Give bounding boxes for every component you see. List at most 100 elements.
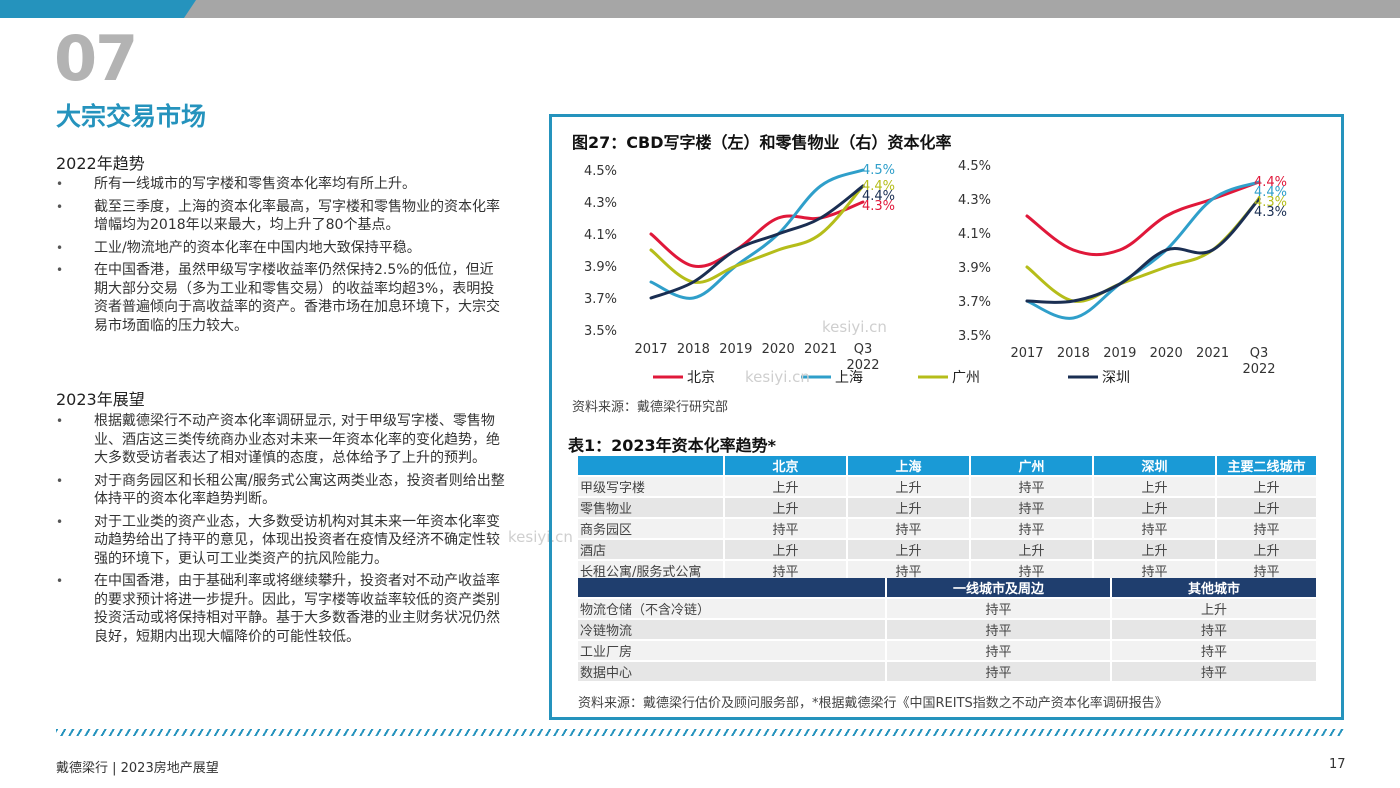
watermark: kesiyi.cn [822,318,887,336]
table-header-cell: 上海 [846,456,970,476]
table-cell: 冷链物流 [578,618,886,640]
table-cell: 持平 [969,559,1093,580]
y-tick-label: 3.9% [958,261,991,276]
table-row: 物流仓储（不含冷链） 持平 上升 [578,597,1316,619]
x-tick-label: 2021 [1196,346,1229,361]
trend-bullet-list: 所有一线城市的写字楼和零售资本化率均有所上升。截至三季度，上海的资本化率最高，写… [56,175,506,339]
legend-label: 广州 [952,370,980,386]
series-line-广州 [1025,197,1261,303]
table-row: 酒店 上升 上升 上升 上升 上升 [578,538,1316,560]
table-row: 长租公寓/服务式公寓 持平 持平 持平 持平 持平 [578,559,1316,580]
table-cell: 上升 [723,538,847,560]
y-tick-label: 4.1% [584,228,617,243]
top-bar-accent [0,0,196,18]
table-header-cell: 北京 [723,456,847,476]
y-tick-label: 3.9% [584,260,617,275]
y-tick-label: 3.5% [958,329,991,344]
series-line-深圳 [649,184,865,300]
x-tick-label: Q3 [854,342,873,357]
table-cell: 持平 [885,660,1111,681]
series-line-上海 [1025,180,1261,320]
y-tick-label: 3.5% [584,324,617,339]
x-tick-label: 2019 [1103,346,1136,361]
bullet-item: 对于商务园区和长租公寓/服务式公寓这两类业态，投资者则给出整体持平的资本化率趋势… [56,472,506,509]
table-cell: 零售物业 [578,496,724,518]
table-cell: 长租公寓/服务式公寓 [578,559,724,580]
watermark: kesiyi.cn [508,528,573,546]
x-tick-label: 2017 [634,342,667,357]
bullet-item: 在中国香港，虽然甲级写字楼收益率仍然保持2.5%的低位，但近期大部分交易（多为工… [56,261,506,335]
bullet-item: 截至三季度，上海的资本化率最高，写字楼和零售物业的资本化率增幅均为2018年以来… [56,198,506,235]
table-header-cell: 广州 [969,456,1093,476]
x-tick-label: 2018 [677,342,710,357]
trend-heading: 2022年趋势 [56,154,145,173]
table-cell: 持平 [969,475,1093,497]
table-cell: 持平 [723,517,847,539]
series-end-label: 4.4% [1254,175,1287,190]
table-header-cell [578,456,724,476]
table-cell: 酒店 [578,538,724,560]
series-end-label: 4.3% [862,199,895,214]
x-tick-label: 2017 [1010,346,1043,361]
x-tick-label: Q3 [1250,346,1269,361]
cap-rate-trend-table: 北京 上海 广州 深圳 主要二线城市 甲级写字楼 上升 上升 持平 上升 上升 零售物业 上升 上升 持平… [578,456,1316,580]
table-cell: 上升 [1215,496,1316,518]
series-end-label: 4.4% [862,179,895,194]
table-row: 商务园区 持平 持平 持平 持平 持平 [578,517,1316,539]
table-cell: 持平 [969,517,1093,539]
table-cell: 甲级写字楼 [578,475,724,497]
table-cell: 上升 [1092,538,1216,560]
x-tick-label: 2020 [1150,346,1183,361]
table-cell: 持平 [1215,559,1316,580]
table-cell: 上升 [1215,538,1316,560]
y-tick-label: 4.5% [584,164,617,179]
table-cell: 上升 [1092,475,1216,497]
bullet-item: 在中国香港，由于基础利率或将继续攀升，投资者对不动产收益率的要求预计将进一步提升… [56,572,506,646]
x-tick-label: 2022 [1242,362,1275,377]
table-row: 零售物业 上升 上升 持平 上升 上升 [578,496,1316,518]
table-cell: 持平 [1110,639,1316,661]
y-tick-label: 4.1% [958,227,991,242]
table-cell: 数据中心 [578,660,886,681]
y-tick-label: 3.7% [584,292,617,307]
outlook-bullet-list: 根据戴德梁行不动产资本化率调研显示, 对于甲级写字楼、零售物业、酒店这三类传统商… [56,412,506,650]
table-cell: 上升 [969,538,1093,560]
table-cell: 商务园区 [578,517,724,539]
table-cell: 物流仓储（不含冷链） [578,597,886,619]
x-tick-label: 2021 [804,342,837,357]
bullet-item: 工业/物流地产的资本化率在中国内地大致保持平稳。 [56,239,506,258]
y-tick-label: 4.3% [958,193,991,208]
y-tick-label: 4.5% [958,159,991,174]
table-cell: 持平 [1092,559,1216,580]
footer-text: 戴德梁行 | 2023房地产展望 [56,761,219,776]
table-source: 资料来源：戴德梁行估价及顾问服务部，*根据戴德梁行《中国REITS指数之不动产资… [578,696,1168,711]
y-tick-label: 3.7% [958,295,991,310]
table-cell: 持平 [846,559,970,580]
table1-title: 表1：2023年资本化率趋势* [568,436,777,455]
series-end-label: 4.3% [1254,205,1287,220]
table-header-cell: 其他城市 [1110,578,1316,598]
table-cell: 上升 [846,538,970,560]
series-line-广州 [649,184,865,284]
table-header-cell: 深圳 [1092,456,1216,476]
table-cell: 持平 [969,496,1093,518]
table-cell: 持平 [885,639,1111,661]
table-header-cell: 一线城市及周边 [885,578,1111,598]
table-header-cell: 主要二线城市 [1215,456,1316,476]
section-number: 07 [54,22,138,95]
x-tick-label: 2020 [762,342,795,357]
table-cell: 持平 [1092,517,1216,539]
y-tick-label: 4.3% [584,196,617,211]
table-cell: 持平 [1110,618,1316,640]
x-tick-label: 2019 [719,342,752,357]
table-cell: 持平 [723,559,847,580]
table-cell: 上升 [846,496,970,518]
series-end-label: 4.4% [862,189,895,204]
table-row: 工业厂房 持平 持平 [578,639,1316,661]
table-cell: 持平 [1110,660,1316,681]
bullet-item: 所有一线城市的写字楼和零售资本化率均有所上升。 [56,175,506,194]
section-title: 大宗交易市场 [56,102,207,131]
series-end-label: 4.4% [1254,185,1287,200]
table-cell: 持平 [885,597,1111,619]
table-cell: 上升 [723,496,847,518]
